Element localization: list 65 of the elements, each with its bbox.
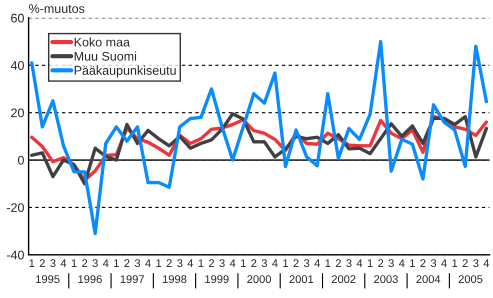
x-tick-label: 1 (326, 259, 330, 268)
x-tick-label: 3 (50, 259, 56, 268)
text: 2001 (290, 275, 314, 284)
y-tick-label: 40 (10, 61, 24, 70)
x-tick-label: 2 (251, 259, 256, 268)
x-tick-label: 2 (166, 259, 172, 268)
legend-label: Koko maa (74, 37, 130, 47)
x-tick-label: 4 (356, 259, 362, 268)
x-tick-label: 2 (208, 259, 214, 268)
x-tick-label: 4 (188, 259, 194, 268)
x-tick-label: 2 (294, 259, 299, 268)
x-tick-label: 3 (219, 259, 225, 268)
x-tick-label: 1 (368, 259, 373, 268)
x-tick-label: 3 (473, 259, 478, 268)
x-tick-label: 3 (346, 259, 352, 268)
x-tick-label: 1 (30, 259, 34, 268)
x-tick-label: 4 (441, 259, 447, 268)
y-tick-label: -20 (6, 203, 24, 212)
x-tick-label: 1 (410, 259, 415, 268)
x-tick-label: 1 (156, 259, 162, 268)
text: 2004 (416, 275, 440, 284)
text: 1998 (162, 275, 186, 284)
x-tick-label: 1 (198, 259, 204, 268)
x-tick-label: 2 (124, 259, 130, 268)
x-tick-label: 2 (40, 259, 45, 268)
x-tick-label: 2 (462, 259, 468, 268)
x-tick-label: 2 (378, 259, 384, 268)
x-tick-label: 1 (114, 259, 119, 268)
text: 2003 (374, 275, 398, 284)
y-tick-label: -40 (6, 250, 24, 260)
text: 2002 (332, 275, 356, 284)
legend-label: Muu Suomi (74, 52, 136, 61)
y-axis-title: %-muutos (29, 4, 84, 14)
y-tick-label: 0 (18, 156, 24, 165)
x-tick-label: 4 (484, 259, 490, 268)
x-tick-label: 3 (134, 259, 140, 268)
text: 1995 (36, 275, 60, 284)
x-tick-label: 3 (92, 259, 98, 268)
x-tick-label: 3 (177, 259, 182, 268)
x-tick-label: 2 (336, 259, 341, 268)
x-tick-label: 4 (230, 259, 236, 268)
x-tick-label: 3 (388, 259, 394, 268)
text: 1997 (120, 275, 144, 284)
x-tick-label: 4 (314, 259, 320, 268)
text: 2005 (458, 275, 482, 284)
x-tick-label: 2 (82, 259, 88, 268)
text: 2000 (247, 275, 271, 284)
legend-label: Pääkaupunkiseutu (74, 66, 176, 78)
x-tick-label: 4 (145, 259, 151, 268)
y-tick-label: 20 (11, 108, 24, 118)
y-tick-label: 60 (11, 14, 24, 23)
x-tick-label: 4 (60, 259, 66, 268)
x-tick-label: 1 (283, 259, 288, 268)
x-tick-label: 4 (272, 259, 278, 268)
x-tick-label: 3 (430, 259, 436, 268)
x-tick-label: 1 (452, 259, 458, 268)
text: 1996 (78, 275, 102, 284)
x-tick-label: 3 (304, 259, 310, 268)
x-tick-label: 4 (102, 259, 109, 268)
x-tick-label: 1 (240, 259, 246, 268)
x-tick-label: 1 (72, 259, 77, 268)
text: 1999 (205, 275, 229, 284)
x-tick-label: 4 (398, 259, 405, 268)
x-tick-label: 3 (262, 259, 267, 268)
x-tick-label: 2 (420, 259, 426, 268)
